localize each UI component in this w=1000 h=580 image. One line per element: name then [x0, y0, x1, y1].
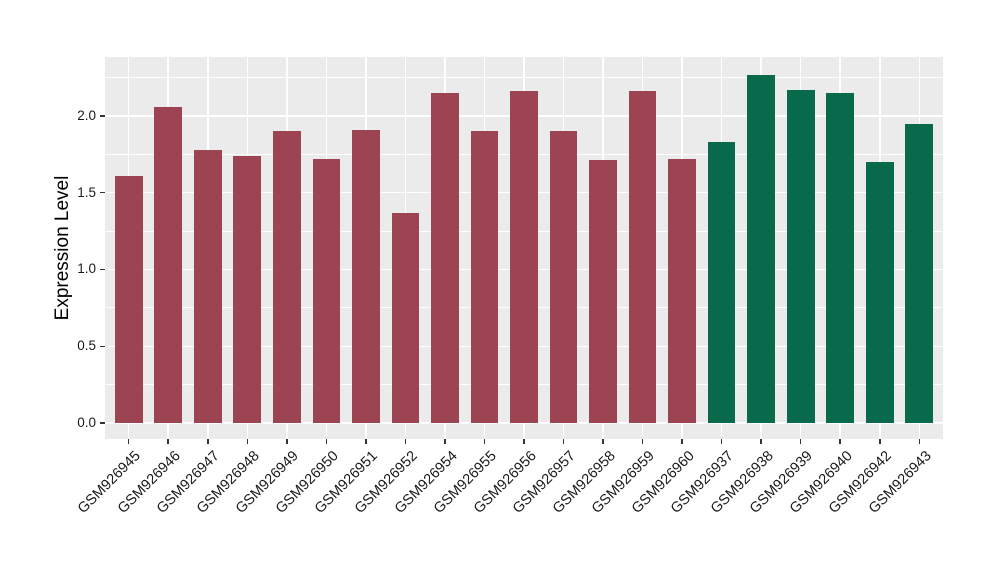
- x-axis-tick: [681, 439, 683, 444]
- bar: [786, 89, 815, 424]
- x-axis-tick: [641, 439, 644, 444]
- bar: [114, 175, 143, 424]
- x-axis-tick: [523, 439, 525, 444]
- bar: [589, 160, 617, 424]
- bar: [628, 91, 657, 424]
- x-axis-tick: [325, 439, 328, 444]
- x-axis-tick: [918, 439, 921, 444]
- bar: [510, 91, 538, 424]
- y-axis-tick: [100, 268, 105, 271]
- bar: [272, 131, 301, 424]
- x-axis-tick: [444, 439, 446, 444]
- x-axis-tick: [365, 439, 367, 444]
- y-axis-tick: [100, 191, 105, 194]
- y-axis-tick-label: 0.5: [77, 338, 96, 354]
- bar: [233, 155, 262, 424]
- x-axis-tick: [760, 439, 762, 444]
- y-axis-tick: [100, 115, 105, 117]
- bar: [312, 158, 341, 424]
- bar: [431, 92, 459, 424]
- x-axis-tick: [839, 439, 841, 444]
- x-axis-tick: [207, 439, 209, 444]
- x-axis-tick: [879, 439, 881, 444]
- bar: [193, 149, 222, 424]
- bar: [352, 129, 380, 424]
- bar: [905, 123, 934, 424]
- x-axis-tick: [602, 439, 604, 444]
- x-axis-tick: [483, 439, 486, 444]
- bar: [747, 74, 775, 424]
- x-axis-tick: [562, 439, 565, 444]
- y-axis-tick-label: 2.0: [77, 107, 96, 123]
- plot-area: [105, 57, 943, 439]
- x-axis-tick: [799, 439, 802, 444]
- y-axis-tick-label: 0.0: [77, 415, 96, 431]
- bar: [707, 142, 736, 424]
- bar: [668, 158, 696, 424]
- x-axis-tick: [167, 439, 169, 444]
- y-axis-tick-label: 1.5: [77, 184, 96, 200]
- x-axis-tick: [127, 439, 130, 444]
- y-axis-tick-label: 1.0: [77, 261, 96, 277]
- y-axis-tick: [100, 422, 105, 424]
- y-axis-tick: [100, 345, 105, 347]
- bar: [391, 212, 420, 424]
- bar: [154, 106, 183, 424]
- bar: [826, 92, 855, 424]
- bar: [865, 162, 894, 424]
- x-axis-tick: [404, 439, 407, 444]
- x-axis-tick: [286, 439, 288, 444]
- x-axis-tick: [246, 439, 249, 444]
- x-axis-tick: [720, 439, 723, 444]
- bar: [549, 131, 578, 424]
- bar: [470, 131, 499, 424]
